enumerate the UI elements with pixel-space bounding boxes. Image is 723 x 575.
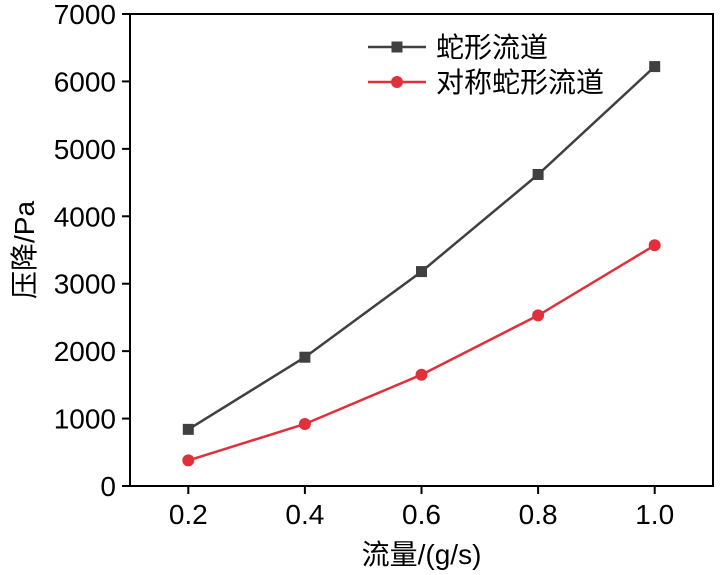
data-point-circle <box>648 239 661 252</box>
legend-label: 蛇形流道 <box>436 32 548 63</box>
x-tick-label: 0.8 <box>519 499 558 530</box>
x-tick-label: 0.4 <box>285 499 324 530</box>
x-tick-label: 0.6 <box>402 499 441 530</box>
legend-marker-square <box>391 41 403 53</box>
y-axis-title: 压降/Pa <box>9 201 40 299</box>
data-point-circle <box>298 417 311 430</box>
y-tick-label: 3000 <box>54 269 116 300</box>
plot-axes <box>129 13 714 487</box>
x-tick-label: 1.0 <box>635 499 674 530</box>
y-tick-label: 5000 <box>54 134 116 165</box>
x-axis-ticks: 0.2 0.4 0.6 0.8 1.0 <box>169 486 674 530</box>
y-axis-ticks: 0 1000 2000 3000 4000 5000 6000 7000 <box>54 0 130 502</box>
data-series <box>182 61 661 467</box>
data-point-square <box>182 423 194 435</box>
y-tick-label: 0 <box>100 471 116 502</box>
y-tick-label: 1000 <box>54 404 116 435</box>
data-point-circle <box>415 368 428 381</box>
legend-label: 对称蛇形流道 <box>436 67 604 98</box>
y-tick-label: 6000 <box>54 66 116 97</box>
data-point-square <box>649 61 661 73</box>
data-point-circle <box>532 309 545 322</box>
x-axis-title: 流量/(g/s) <box>362 539 482 570</box>
legend-marker-circle <box>391 76 403 88</box>
data-point-square <box>416 266 427 278</box>
x-tick-label: 0.2 <box>169 499 208 530</box>
y-tick-label: 7000 <box>54 0 116 30</box>
data-point-square <box>532 168 544 180</box>
y-tick-label: 2000 <box>54 336 116 367</box>
y-tick-label: 4000 <box>54 201 116 232</box>
series-line <box>187 244 656 462</box>
plot-frame <box>129 13 714 487</box>
data-point-circle <box>182 454 195 467</box>
data-point-square <box>299 351 311 363</box>
